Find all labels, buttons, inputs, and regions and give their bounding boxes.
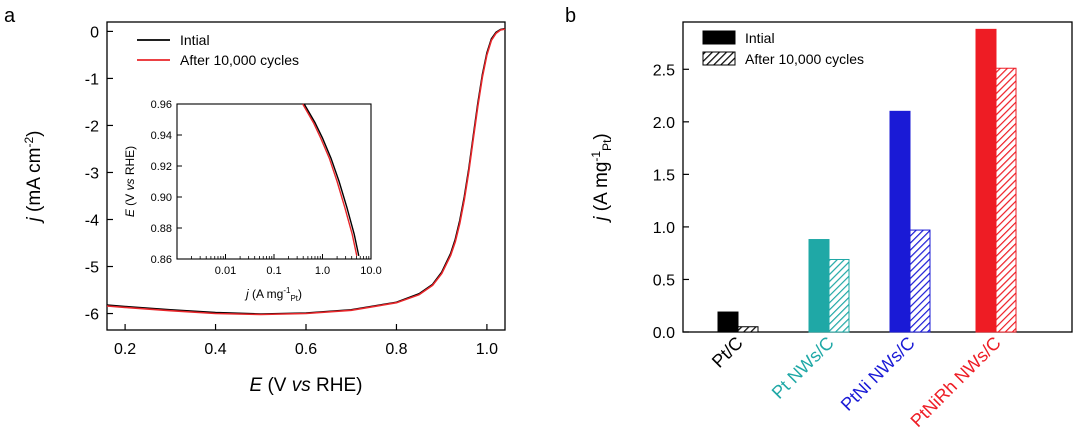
inset-y-axis-label: E (V vs RHE) <box>123 146 137 217</box>
y-tick-label-b: 0.5 <box>653 272 675 289</box>
bar-0-3 <box>975 28 997 333</box>
bar-0-2 <box>889 110 911 333</box>
y-label-part: (A mg <box>591 162 612 217</box>
x-label-part: (V <box>262 375 292 396</box>
category-label-1: Pt NWs/C <box>768 333 838 403</box>
inset-y-tick-label: 0.88 <box>151 223 172 235</box>
y-tick-label-a: -3 <box>85 165 99 182</box>
x-label-part: RHE) <box>311 375 363 396</box>
inset-y-tick-label: 0.96 <box>151 99 172 111</box>
y-label-part: ) <box>24 131 45 137</box>
legend-swatch-b-0 <box>702 30 736 45</box>
bar-0-1 <box>808 239 830 333</box>
bar-0-0 <box>717 311 739 333</box>
inset-y-tick-label: 0.92 <box>151 161 172 173</box>
legend-swatch-b-1 <box>702 51 736 66</box>
y-tick-label-b: 1.0 <box>653 220 675 237</box>
plot-frame-b <box>682 21 1073 333</box>
inset-x-label-part: ) <box>298 287 302 301</box>
y-label-part: j <box>24 216 45 224</box>
bar-1-2 <box>909 229 931 333</box>
y-label-part: Pt <box>600 139 614 151</box>
y-tick-label-a: -1 <box>85 71 99 88</box>
y-tick-label-a: -6 <box>85 307 99 324</box>
y-tick-label-a: -5 <box>85 260 99 277</box>
y-label-part: -1 <box>589 151 603 162</box>
y-label-part: j <box>591 216 612 224</box>
inset-y-label-part: E <box>123 208 137 217</box>
inset-y-tick-label: 0.94 <box>151 130 172 142</box>
x-tick-label-a: 1.0 <box>476 341 498 358</box>
legend-label-b-0: Intial <box>745 30 775 46</box>
panel-a-label: a <box>4 5 16 27</box>
x-tick-label-a: 0.2 <box>114 341 136 358</box>
y-tick-label-b: 1.5 <box>653 167 675 184</box>
inset-series-line-1 <box>302 103 358 257</box>
y-label-part: -2 <box>22 137 36 148</box>
inset-chart: 0.01 0.1 1.0 10.0 0.86 0.88 0.90 0.92 0.94 0.96 j … <box>123 99 382 303</box>
y-axis-label-a: j (mA cm-2) <box>22 131 45 225</box>
inset-x-tick-label: 0.01 <box>215 265 236 277</box>
inset-y-tick-label: 0.86 <box>151 254 172 266</box>
x-axis-label-a: E (V vs RHE) <box>250 375 363 396</box>
category-label-3: PtNiRh NWs/C <box>907 333 1005 431</box>
chart-b: 0.0 0.5 1.0 1.5 2.0 2.5 j (A mg-1Pt) Pt/C Pt NWs… <box>589 21 1073 431</box>
x-tick-label-a: 0.4 <box>204 341 226 358</box>
y-tick-label-a: -4 <box>85 212 99 229</box>
inset-x-label-part: (A mg <box>249 287 284 301</box>
y-tick-label-b: 2.5 <box>653 62 675 79</box>
inset-x-tick-label: 1.0 <box>315 265 330 277</box>
category-label-0: Pt/C <box>708 333 747 372</box>
bar-1-0 <box>737 326 759 333</box>
inset-x-axis-label: j (A mg-1Pt) <box>244 286 302 303</box>
inset-x-label-part: Pt <box>290 294 298 303</box>
legend-label-a-1: After 10,000 cycles <box>180 52 299 68</box>
inset-x-label-part: -1 <box>283 286 291 295</box>
y-axis-label-b: j (A mg-1Pt) <box>589 133 614 223</box>
bar-1-3 <box>995 67 1017 333</box>
x-label-part: E <box>250 375 263 396</box>
y-tick-label-a: 0 <box>90 24 99 41</box>
inset-y-tick-label: 0.90 <box>151 192 172 204</box>
inset-y-label-part: RHE) <box>123 146 137 179</box>
inset-y-label-part: (V <box>123 190 137 209</box>
x-label-part: vs <box>292 375 312 396</box>
x-tick-label-a: 0.6 <box>295 341 317 358</box>
inset-x-tick-label: 10.0 <box>360 265 381 277</box>
category-label-2: PtNi NWs/C <box>837 333 919 415</box>
legend-label-b-1: After 10,000 cycles <box>745 51 864 67</box>
inset-y-label-part: vs <box>123 178 137 190</box>
legend-label-a-0: Intial <box>180 32 210 48</box>
y-tick-label-a: -2 <box>85 118 99 135</box>
chart-a: 0.2 0.4 0.6 0.8 1.0 0 -1 -2 -3 -4 -5 -6 E (V vs RHE)… <box>22 21 506 396</box>
bar-1-1 <box>828 258 850 333</box>
panel-b-label: b <box>565 5 576 27</box>
y-tick-label-b: 2.0 <box>653 115 675 132</box>
y-label-part: (mA cm <box>24 148 45 218</box>
series-line-a-1 <box>106 28 506 316</box>
y-label-part: ) <box>591 133 612 139</box>
inset-series-line-0 <box>303 103 360 257</box>
inset-frame <box>176 103 372 260</box>
y-tick-label-b: 0.0 <box>653 325 675 342</box>
inset-x-label-part: j <box>244 287 249 301</box>
inset-x-tick-label: 0.1 <box>266 265 281 277</box>
x-tick-label-a: 0.8 <box>385 341 407 358</box>
